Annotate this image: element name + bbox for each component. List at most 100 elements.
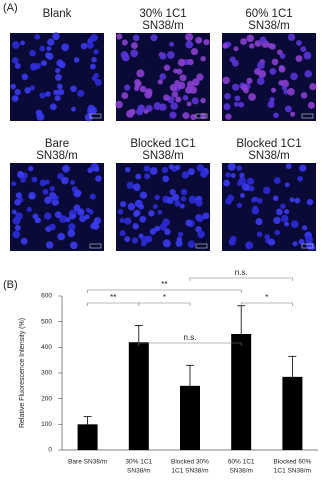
- cell: [284, 182, 290, 188]
- x-tick-label: Blocked 60%: [273, 459, 311, 466]
- cell: [185, 40, 194, 49]
- cell: [116, 33, 123, 40]
- cell: [272, 195, 279, 201]
- cell: [14, 88, 21, 96]
- cell: [149, 167, 158, 175]
- cell: [229, 56, 236, 63]
- cell: [57, 88, 65, 96]
- cell: [10, 83, 16, 90]
- cell: [133, 209, 141, 217]
- cell: [177, 81, 186, 90]
- cell: [87, 167, 93, 174]
- cell: [95, 175, 102, 182]
- cell: [131, 42, 138, 49]
- cell: [29, 62, 38, 71]
- cell: [139, 215, 147, 223]
- cell: [304, 70, 312, 78]
- cell: [52, 32, 60, 41]
- cell: [48, 192, 57, 200]
- cell: [15, 192, 23, 199]
- cell: [256, 77, 265, 85]
- cell: [162, 175, 170, 183]
- image-caption: 30% 1C1: [139, 8, 186, 20]
- y-tick-label: 100: [41, 421, 52, 428]
- cell: [15, 212, 23, 220]
- cell: [148, 210, 155, 217]
- cell: [171, 193, 180, 202]
- cell: [191, 97, 199, 105]
- cell: [177, 231, 184, 238]
- cell: [258, 70, 267, 79]
- cell: [144, 173, 151, 180]
- cell: [61, 176, 69, 185]
- cell: [186, 80, 195, 89]
- cell: [295, 55, 303, 63]
- cell: [267, 43, 274, 49]
- cell: [124, 236, 131, 243]
- cell: [290, 72, 298, 81]
- bar: [77, 424, 98, 450]
- cell: [54, 95, 61, 102]
- cell: [20, 237, 28, 245]
- cell: [187, 240, 196, 248]
- cell: [285, 163, 292, 170]
- cell: [171, 91, 179, 98]
- x-tick-label: SN38/m: [229, 468, 252, 475]
- cell: [280, 203, 286, 209]
- cell: [48, 223, 56, 231]
- cell: [276, 49, 283, 56]
- x-tick-label: SN38/m: [127, 468, 150, 475]
- cell: [89, 193, 96, 200]
- cell: [177, 58, 186, 67]
- cell: [185, 219, 193, 227]
- cell: [251, 207, 260, 215]
- cell: [163, 64, 171, 71]
- y-tick-label: 0: [48, 447, 52, 454]
- cell: [176, 236, 183, 243]
- cell: [202, 212, 210, 220]
- significance-label: n.s.: [235, 268, 248, 277]
- cell: [121, 92, 129, 100]
- cell: [279, 53, 286, 59]
- cell: [273, 112, 279, 119]
- cell: [254, 40, 262, 47]
- significance-label: n.s.: [184, 333, 197, 342]
- significance-bracket: [240, 302, 293, 306]
- cell: [239, 172, 245, 178]
- cell: [292, 241, 298, 247]
- cell: [134, 85, 140, 92]
- cell: [240, 38, 248, 45]
- image-caption: SN38/m: [36, 150, 78, 162]
- cell: [259, 36, 267, 44]
- cell: [143, 109, 149, 114]
- cell: [168, 164, 174, 170]
- cell: [47, 38, 55, 46]
- cell: [126, 109, 134, 118]
- cell: [61, 43, 70, 52]
- cell: [188, 195, 197, 204]
- cell: [273, 216, 281, 225]
- cell: [144, 90, 153, 99]
- cell: [55, 67, 61, 74]
- cell: [26, 206, 32, 213]
- y-tick-label: 500: [41, 318, 52, 325]
- cell: [299, 164, 307, 172]
- cell: [236, 165, 242, 171]
- cell: [21, 73, 29, 81]
- cell: [157, 209, 163, 215]
- cell: [32, 213, 39, 220]
- y-tick-label: 400: [41, 344, 52, 351]
- cell: [46, 46, 52, 52]
- cell: [224, 93, 231, 100]
- significance-bracket: [87, 289, 242, 293]
- cell: [91, 56, 97, 63]
- cell: [49, 103, 57, 111]
- cell: [141, 235, 149, 244]
- x-tick-label: Bare SN38/m: [68, 459, 107, 466]
- cell: [115, 100, 123, 109]
- cell: [203, 39, 210, 46]
- cell: [287, 88, 295, 96]
- panel-label: (B): [3, 279, 18, 291]
- cell: [132, 183, 141, 192]
- cell: [239, 192, 245, 198]
